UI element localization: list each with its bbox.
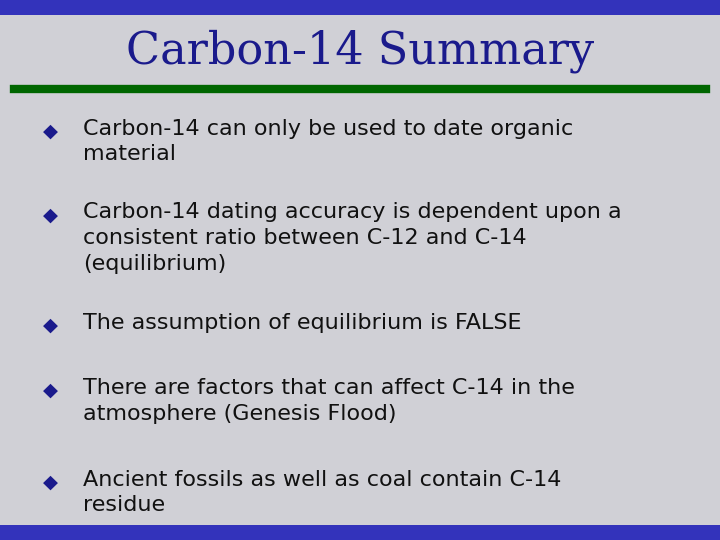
Text: Carbon-14 dating accuracy is dependent upon a
consistent ratio between C-12 and : Carbon-14 dating accuracy is dependent u… (83, 202, 621, 274)
Text: Ancient fossils as well as coal contain C-14
residue: Ancient fossils as well as coal contain … (83, 470, 561, 515)
Text: ◆: ◆ (43, 381, 58, 400)
Text: ◆: ◆ (43, 205, 58, 224)
Text: Carbon-14 can only be used to date organic
material: Carbon-14 can only be used to date organ… (83, 119, 573, 164)
Text: Carbon-14 Summary: Carbon-14 Summary (126, 30, 594, 73)
Text: There are factors that can affect C-14 in the
atmosphere (Genesis Flood): There are factors that can affect C-14 i… (83, 378, 575, 423)
Text: ◆: ◆ (43, 316, 58, 335)
Text: The assumption of equilibrium is FALSE: The assumption of equilibrium is FALSE (83, 313, 521, 333)
Text: ◆: ◆ (43, 122, 58, 140)
Text: ◆: ◆ (43, 472, 58, 491)
